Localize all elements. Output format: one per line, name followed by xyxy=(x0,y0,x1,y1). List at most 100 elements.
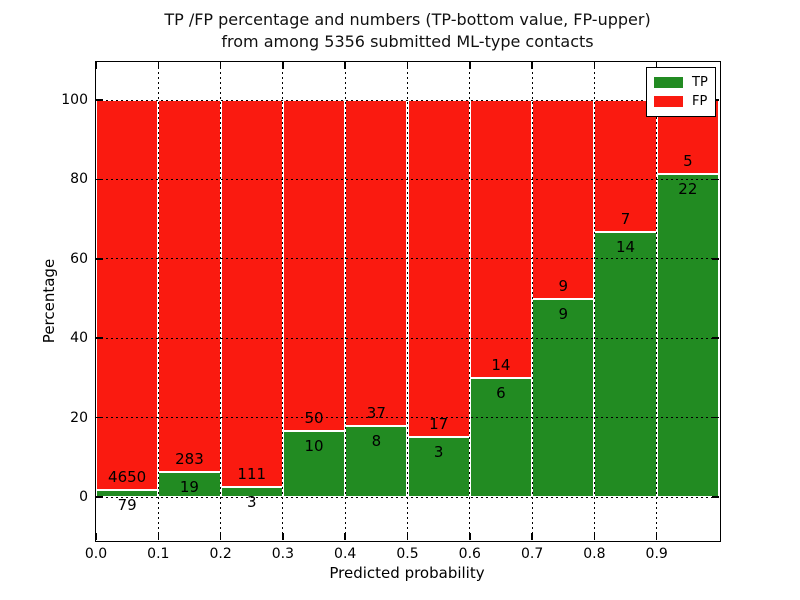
v-gridline xyxy=(531,62,533,540)
x-tick-top xyxy=(469,62,471,69)
bar-fp xyxy=(282,100,346,431)
x-tick-bottom xyxy=(219,533,222,540)
bar-tp xyxy=(282,430,346,497)
fp-count-label: 50 xyxy=(304,408,324,427)
y-tick-label: 80 xyxy=(70,171,88,188)
tp-count-label: 19 xyxy=(179,478,199,497)
fp-count-label: 111 xyxy=(237,464,267,483)
x-tick-bottom xyxy=(95,533,97,540)
x-tick-label: 0.5 xyxy=(396,546,419,562)
v-gridline xyxy=(593,62,595,540)
tp-count-label: 10 xyxy=(304,436,324,455)
x-tick-bottom xyxy=(655,533,658,540)
x-tick-label: 0.9 xyxy=(645,546,668,562)
tp-count-label: 22 xyxy=(678,179,698,198)
x-axis-label: Predicted probability xyxy=(329,564,485,582)
legend: TP FP xyxy=(646,67,716,117)
v-gridline xyxy=(469,62,471,540)
legend-entry: FP xyxy=(654,92,708,111)
y-tick-left xyxy=(96,178,103,181)
y-tick-right xyxy=(712,337,719,339)
x-tick-top xyxy=(655,62,658,69)
fp-count-label: 14 xyxy=(491,355,511,374)
v-gridline xyxy=(407,62,408,540)
fp-count-label: 37 xyxy=(366,404,386,423)
tp-count-label: 9 xyxy=(558,304,569,323)
bar-fp xyxy=(96,100,159,491)
x-tick-label: 0.0 xyxy=(84,546,108,562)
y-tick-left xyxy=(96,337,103,339)
tp-count-label: 3 xyxy=(246,492,257,511)
x-tick-top xyxy=(406,62,409,69)
bar-fp xyxy=(594,100,657,233)
x-tick-bottom xyxy=(344,533,346,540)
bar-tp xyxy=(407,437,470,497)
y-tick-left xyxy=(96,496,103,498)
y-tick-label: 40 xyxy=(70,330,88,347)
v-gridline xyxy=(157,62,159,540)
v-gridline xyxy=(220,62,222,540)
x-tick-label: 0.8 xyxy=(583,546,606,562)
y-tick-label: 20 xyxy=(70,409,88,426)
legend-swatch-tp xyxy=(654,77,683,88)
fp-count-label: 283 xyxy=(175,450,204,469)
legend-swatch-fp xyxy=(654,96,683,107)
chart-title: TP /FP percentage and numbers (TP-bottom… xyxy=(16,9,799,53)
bar-fp xyxy=(532,100,595,299)
y-tick-left xyxy=(96,258,103,260)
chart-title-line2: from among 5356 submitted ML-type contac… xyxy=(221,32,594,51)
x-tick-label: 0.4 xyxy=(334,546,357,562)
y-tick-label: 0 xyxy=(79,489,88,505)
v-gridline xyxy=(282,62,284,540)
y-tick-right xyxy=(712,416,719,419)
x-tick-label: 0.2 xyxy=(209,546,232,562)
fp-count-label: 7 xyxy=(620,210,631,229)
y-tick-left xyxy=(96,416,103,419)
bar-tp xyxy=(345,426,408,497)
tp-count-label: 6 xyxy=(496,383,506,402)
tp-count-label: 14 xyxy=(616,238,636,257)
tp-count-label: 3 xyxy=(433,443,444,462)
x-tick-bottom xyxy=(593,533,596,540)
y-tick-left xyxy=(96,99,103,101)
legend-entry: TP xyxy=(654,73,708,92)
x-tick-top xyxy=(95,62,97,69)
x-tick-bottom xyxy=(406,533,409,540)
x-tick-top xyxy=(282,62,284,69)
y-tick-label: 60 xyxy=(70,250,88,267)
legend-label: FP xyxy=(692,94,708,109)
x-tick-label: 0.7 xyxy=(520,546,544,562)
x-tick-bottom xyxy=(282,533,284,540)
x-tick-top xyxy=(531,62,533,69)
bar-fp xyxy=(345,100,408,427)
x-tick-top xyxy=(593,62,596,69)
bar-tp xyxy=(532,298,595,497)
y-tick-label: 100 xyxy=(61,92,88,108)
chart-title-line1: TP /FP percentage and numbers (TP-bottom… xyxy=(164,10,651,29)
bar-tp xyxy=(594,232,657,497)
bar-fp xyxy=(158,100,221,473)
x-tick-label: 0.3 xyxy=(271,546,295,562)
bar-tp xyxy=(158,472,221,497)
bar-tp xyxy=(220,486,283,497)
bar-tp xyxy=(656,173,719,497)
x-tick-top xyxy=(157,62,160,69)
v-gridline xyxy=(656,62,658,540)
x-tick-label: 0.6 xyxy=(458,546,481,562)
fp-count-label: 17 xyxy=(429,415,449,434)
bar-fp xyxy=(407,100,470,438)
y-tick-right xyxy=(712,258,719,260)
bar-tp xyxy=(469,377,533,497)
fp-count-label: 5 xyxy=(683,151,693,170)
tp-count-label: 79 xyxy=(117,496,137,515)
v-gridline xyxy=(344,62,346,540)
x-tick-bottom xyxy=(157,533,160,540)
bar-fp xyxy=(469,100,533,378)
legend-label: TP xyxy=(692,75,708,90)
y-tick-right xyxy=(712,496,719,498)
x-tick-bottom xyxy=(469,533,471,540)
x-tick-top xyxy=(219,62,222,69)
bar-fp xyxy=(220,100,283,487)
fp-count-label: 4650 xyxy=(108,468,147,487)
